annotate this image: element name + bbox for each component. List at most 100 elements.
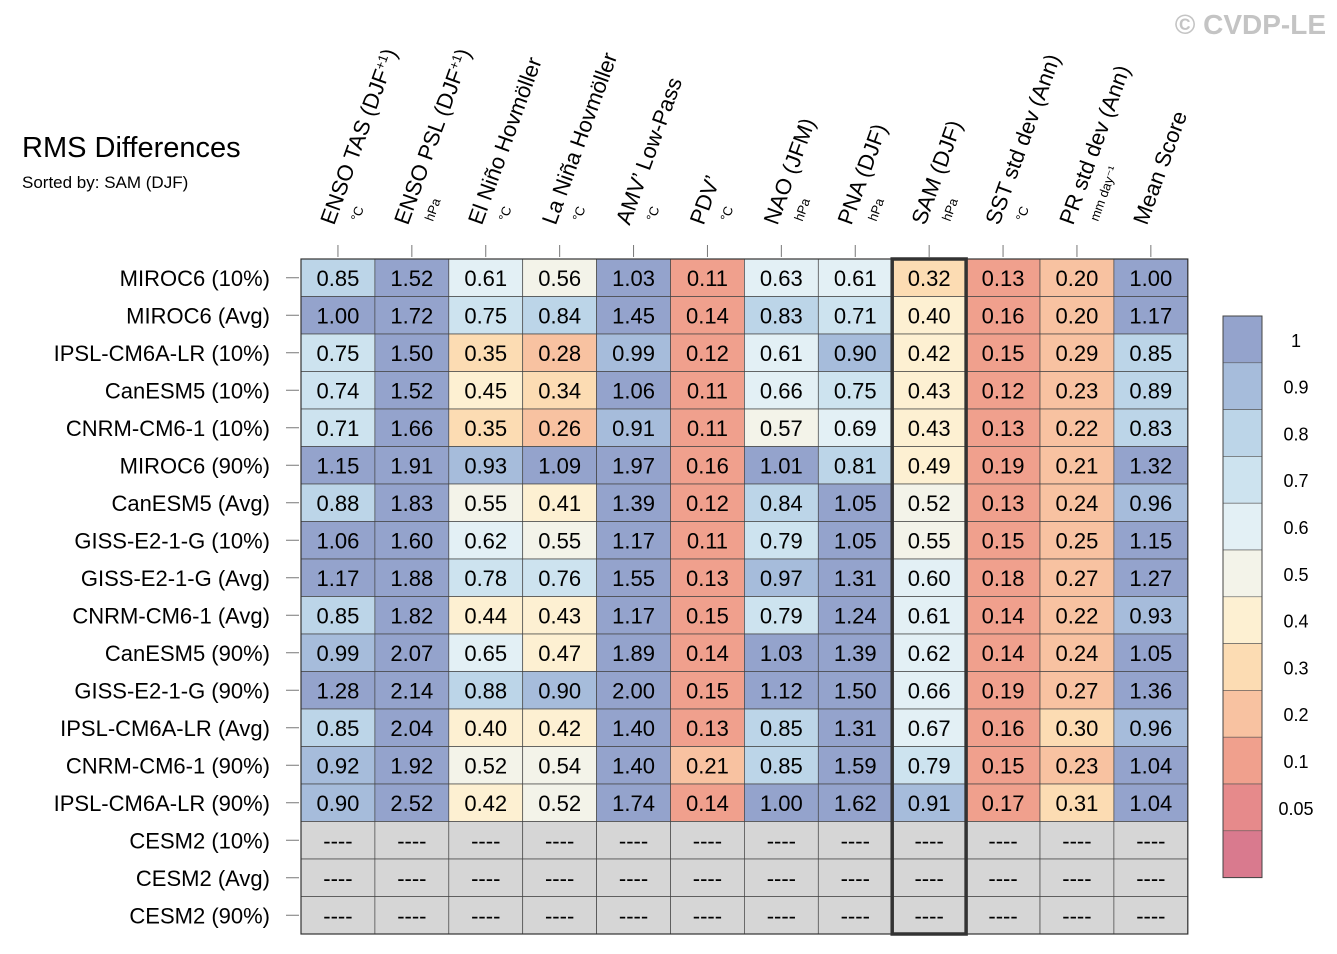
heatmap-cell [965, 746, 1041, 785]
cell-value-label: 0.55 [464, 491, 507, 516]
cell-value-label: 1.17 [612, 528, 655, 553]
heatmap-cell [965, 296, 1041, 335]
cell-value-label: 0.26 [538, 416, 581, 441]
cell-value-label: 0.83 [1129, 416, 1172, 441]
column-label-superscript: +1 [445, 52, 464, 71]
cell-value-label: 0.85 [317, 603, 360, 628]
heatmap-cell [300, 596, 376, 635]
cell-value-label: 0.65 [464, 641, 507, 666]
cell-value-label: 0.20 [1056, 303, 1099, 328]
heatmap-cell [670, 296, 745, 335]
row-labels: MIROC6 (10%) MIROC6 (Avg) IPSL-CM6A-LR (10… [54, 266, 299, 928]
cell-value-label: 0.30 [1056, 716, 1099, 741]
heatmap-cell [670, 333, 745, 372]
heatmap-cell [744, 708, 819, 747]
cell-value-label: 1.17 [1129, 303, 1172, 328]
cell-value-label: 0.79 [908, 753, 951, 778]
cell-value-label: 0.13 [686, 566, 729, 591]
cell-value-label: 0.71 [317, 416, 360, 441]
cell-value-label: ---- [619, 828, 648, 853]
heatmap-cell [744, 783, 819, 822]
cell-value-label: 0.92 [317, 753, 360, 778]
row-label: MIROC6 (Avg) [126, 303, 270, 328]
cell-value-label: 0.91 [908, 791, 951, 816]
heatmap-cell [965, 858, 1041, 897]
heatmap-cell [374, 596, 450, 635]
cell-value-label: 0.85 [317, 266, 360, 291]
heatmap-cells: 0.85 1.52 0.61 0.56 1.03 0.11 0.63 0.61 0.32 0.13… [300, 257, 1189, 936]
row-label: CanESM5 (10%) [105, 378, 270, 403]
cell-value-label: 0.23 [1056, 378, 1099, 403]
row-label: MIROC6 (10%) [120, 266, 270, 291]
heatmap-cell [744, 371, 819, 410]
cell-value-label: 0.42 [464, 791, 507, 816]
cell-value-label: 0.14 [686, 303, 729, 328]
cell-value-label: 0.54 [538, 753, 581, 778]
cell-value-label: 0.43 [908, 416, 951, 441]
heatmap-cell [374, 708, 450, 747]
heatmap-cell [596, 821, 671, 860]
heatmap-cell [300, 783, 376, 822]
cell-value-label: 1.39 [612, 491, 655, 516]
heatmap-cell [891, 596, 967, 635]
colorbar-tick-label: 0.2 [1283, 705, 1308, 725]
cell-value-label: 0.43 [908, 378, 951, 403]
cell-value-label: 1.59 [834, 753, 877, 778]
cell-value-label: 0.90 [834, 341, 877, 366]
sorted-column-highlight [890, 257, 968, 936]
row-label: CESM2 (90%) [129, 903, 270, 928]
cell-value-label: 0.11 [687, 266, 728, 291]
heatmap-cell [891, 671, 967, 710]
cell-value-label: ---- [767, 903, 796, 928]
cell-value-label: 0.55 [908, 528, 951, 553]
column-label-name: Mean Score [1128, 108, 1192, 228]
column-label-name: SAM (DJF) [906, 117, 967, 228]
heatmap-cell [1039, 596, 1115, 635]
heatmap-cell [596, 258, 671, 297]
cell-value-label: ---- [1062, 866, 1091, 891]
heatmap-cell [374, 371, 450, 410]
cell-value-label: ---- [323, 828, 352, 853]
cell-value-label: 0.60 [908, 566, 951, 591]
cell-value-label: 1.40 [612, 716, 655, 741]
cell-value-label: 1.06 [612, 378, 655, 403]
cell-value-label: 1.17 [317, 566, 360, 591]
colorbar-tick-label: 0.3 [1283, 658, 1308, 678]
heatmap-cell [1039, 896, 1115, 935]
heatmap-cell [965, 446, 1041, 485]
heatmap-cell [448, 333, 524, 372]
cell-value-label: 0.44 [464, 603, 507, 628]
column-unit-label: °C [643, 204, 662, 223]
cell-value-label: 0.16 [982, 303, 1025, 328]
heatmap-cell [965, 258, 1041, 297]
heatmap-cell [448, 408, 524, 447]
cell-value-label: 0.56 [538, 266, 581, 291]
column-labels: ENSO TAS (DJF+1)°C ENSO PSL (DJF+1)hPa El … [315, 45, 1192, 257]
cell-value-label: 0.32 [908, 266, 951, 291]
cell-value-label: 1.89 [612, 641, 655, 666]
heatmap-cell [374, 483, 450, 522]
heatmap-cell [817, 746, 893, 785]
heatmap-cell [1039, 746, 1115, 785]
cell-value-label: 1.00 [317, 303, 360, 328]
row-label: CESM2 (10%) [129, 828, 270, 853]
cell-value-label: 0.13 [982, 266, 1025, 291]
cell-value-label: 0.79 [760, 528, 803, 553]
cell-value-label: 0.83 [760, 303, 803, 328]
colorbar-segment [1222, 643, 1263, 691]
heatmap-cell [744, 446, 819, 485]
cell-value-label: 1.04 [1129, 753, 1172, 778]
heatmap-cell [1113, 558, 1189, 597]
cell-value-label: 1.92 [390, 753, 433, 778]
column-label-name: NAO (JFM) [759, 115, 821, 228]
cell-value-label: ---- [545, 828, 574, 853]
cell-value-label: 0.15 [982, 528, 1025, 553]
cell-value-label: 0.84 [538, 303, 581, 328]
column-label: SAM (DJF) [906, 117, 967, 228]
heatmap-cell [670, 483, 745, 522]
heatmap-cell [891, 558, 967, 597]
row-label: IPSL-CM6A-LR (10%) [54, 341, 270, 366]
heatmap-cell [448, 671, 524, 710]
cell-value-label: ---- [841, 903, 870, 928]
row-label: CanESM5 (Avg) [111, 491, 270, 516]
